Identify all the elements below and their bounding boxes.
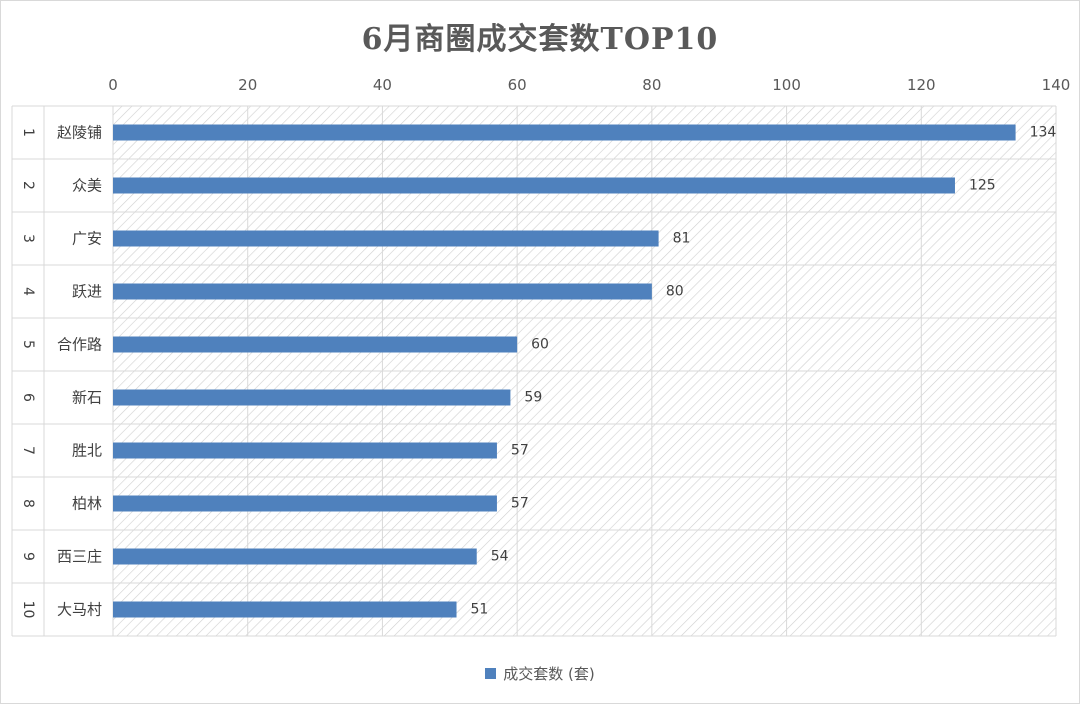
legend-swatch xyxy=(485,668,497,679)
category-name-label: 赵陵铺 xyxy=(57,124,102,142)
category-rank-label: 10 xyxy=(20,601,36,619)
data-label: 57 xyxy=(511,443,529,459)
bar xyxy=(113,230,659,247)
chart-title: 6月商圈成交套数TOP10 xyxy=(361,22,719,57)
category-name-label: 新石 xyxy=(72,389,102,407)
data-label: 81 xyxy=(673,231,691,247)
x-tick-label: 40 xyxy=(373,76,392,94)
bar xyxy=(113,442,497,459)
category-name-label: 大马村 xyxy=(57,601,102,619)
bar xyxy=(113,495,497,512)
category-name-label: 西三庄 xyxy=(57,548,102,566)
category-rank-label: 2 xyxy=(20,181,36,190)
category-rank-label: 4 xyxy=(20,287,36,296)
bar xyxy=(113,601,457,618)
data-label: 134 xyxy=(1030,125,1057,141)
data-label: 125 xyxy=(969,178,996,194)
bar xyxy=(113,389,511,406)
bar xyxy=(113,548,477,565)
bar xyxy=(113,124,1016,141)
x-tick-label: 60 xyxy=(508,76,527,94)
category-name-label: 胜北 xyxy=(72,442,102,460)
chart-legend: 成交套数 (套) xyxy=(0,663,1080,684)
x-tick-label: 20 xyxy=(238,76,257,94)
bar xyxy=(113,283,652,300)
data-label: 80 xyxy=(666,284,684,300)
data-label: 59 xyxy=(524,390,542,406)
bar xyxy=(113,336,518,353)
category-rank-label: 5 xyxy=(20,340,36,349)
bar xyxy=(113,177,955,194)
category-rank-label: 9 xyxy=(20,552,36,561)
category-name-label: 广安 xyxy=(72,230,102,248)
legend-label: 成交套数 (套) xyxy=(503,665,595,683)
data-label: 54 xyxy=(491,549,509,565)
data-label: 57 xyxy=(511,496,529,512)
x-tick-label: 80 xyxy=(642,76,661,94)
category-name-label: 柏林 xyxy=(72,495,102,513)
data-label: 51 xyxy=(471,602,489,618)
x-tick-label: 100 xyxy=(772,76,801,94)
category-rank-label: 1 xyxy=(20,128,36,137)
category-rank-label: 6 xyxy=(20,393,36,402)
category-rank-label: 7 xyxy=(20,446,36,455)
category-rank-label: 8 xyxy=(20,499,36,508)
category-rank-label: 3 xyxy=(20,234,36,243)
data-label: 60 xyxy=(531,337,549,353)
category-name-label: 众美 xyxy=(72,177,102,195)
category-name-label: 跃进 xyxy=(72,283,102,301)
x-tick-label: 0 xyxy=(108,76,118,94)
x-tick-label: 140 xyxy=(1042,76,1071,94)
category-name-label: 合作路 xyxy=(57,336,102,354)
x-tick-label: 120 xyxy=(907,76,936,94)
